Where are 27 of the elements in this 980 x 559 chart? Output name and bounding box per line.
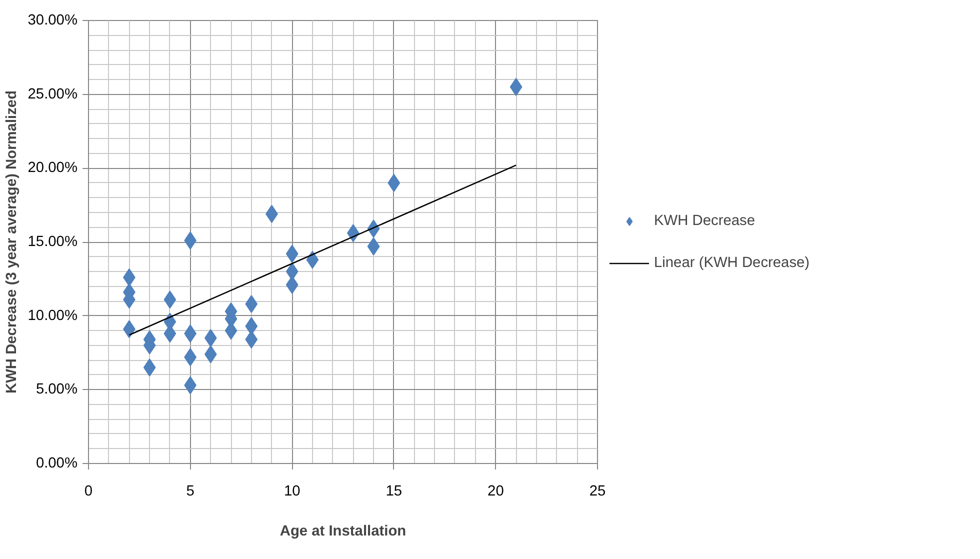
- x-tick-label: 0: [84, 484, 93, 500]
- legend-label: KWH Decrease: [654, 212, 755, 228]
- point: [510, 78, 522, 96]
- legend-label: Linear (KWH Decrease): [654, 254, 810, 270]
- y-tick-label: 30.00%: [28, 12, 78, 28]
- point: [143, 358, 156, 377]
- point: [164, 290, 176, 309]
- x-tick-label: 10: [284, 484, 300, 500]
- point: [286, 244, 298, 263]
- y-tick-label: 10.00%: [28, 308, 78, 324]
- y-axis-title: KWH Decrease (3 year average) Normalized: [4, 90, 20, 394]
- y-tick-label: 0.00%: [36, 456, 78, 472]
- point: [367, 237, 380, 256]
- x-tick-label: 5: [186, 484, 194, 500]
- x-tick-label: 20: [488, 484, 504, 500]
- y-tick-label: 15.00%: [28, 234, 78, 250]
- y-tick-label: 25.00%: [28, 86, 78, 102]
- point: [204, 345, 217, 364]
- point: [204, 328, 217, 347]
- y-tick-label: 20.00%: [28, 160, 78, 176]
- y-tick-label: 5.00%: [36, 382, 78, 398]
- point: [306, 250, 319, 269]
- point: [388, 174, 400, 192]
- x-tick-label: 15: [386, 484, 402, 500]
- x-tick-label: 25: [589, 484, 606, 500]
- point: [245, 295, 258, 314]
- x-axis-title: Age at Installation: [280, 524, 406, 540]
